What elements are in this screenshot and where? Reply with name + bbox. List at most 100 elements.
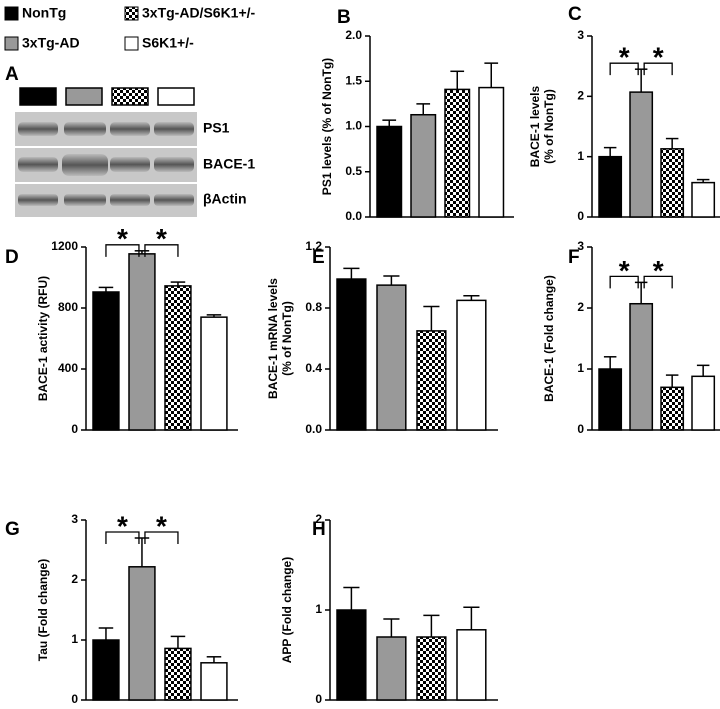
bar xyxy=(336,609,367,701)
panel-letter: D xyxy=(5,247,19,268)
bar xyxy=(92,639,120,701)
blot-label: βActin xyxy=(203,191,247,207)
y-axis-label: BACE-1 mRNA levels xyxy=(266,278,280,399)
bar xyxy=(456,629,487,701)
y-tick-label: 1 xyxy=(577,149,584,163)
bar xyxy=(128,253,156,431)
significance-star: * xyxy=(156,223,167,254)
blot-label: PS1 xyxy=(203,120,230,136)
significance-star: * xyxy=(619,255,630,286)
panel-letter: C xyxy=(568,4,582,25)
bar xyxy=(376,284,407,431)
bar xyxy=(200,662,228,701)
bar xyxy=(691,375,716,431)
y-axis-label: Tau (Fold change) xyxy=(36,559,50,661)
y-tick-label: 1 xyxy=(315,602,322,616)
y-tick-label: 1.2 xyxy=(305,239,322,253)
panel-letter: F xyxy=(568,247,580,268)
significance-star: * xyxy=(156,510,167,541)
panel-letter: E xyxy=(312,247,325,268)
bar xyxy=(416,330,447,431)
legend-swatch xyxy=(4,36,19,51)
panel-letter: H xyxy=(312,519,326,540)
legend-swatch xyxy=(124,36,139,51)
lane-key xyxy=(111,87,149,106)
y-tick-label: 3 xyxy=(577,28,584,42)
significance-star: * xyxy=(117,223,128,254)
bar xyxy=(456,299,487,431)
y-tick-label: 0 xyxy=(71,422,78,436)
y-tick-label: 0 xyxy=(315,692,322,706)
bar xyxy=(629,91,654,218)
bar xyxy=(598,368,623,431)
y-tick-label: 400 xyxy=(58,361,78,375)
y-axis-label: (% of NonTg) xyxy=(280,301,294,376)
bar xyxy=(92,291,120,431)
y-tick-label: 1.5 xyxy=(345,73,362,87)
legend-swatch xyxy=(4,6,19,21)
y-tick-label: 0.0 xyxy=(305,422,322,436)
significance-bracket xyxy=(609,62,639,76)
y-tick-label: 3 xyxy=(577,239,584,253)
significance-star: * xyxy=(653,42,664,73)
significance-bracket xyxy=(105,531,140,544)
panel-letter: A xyxy=(5,64,19,85)
y-tick-label: 0 xyxy=(577,209,584,223)
y-tick-label: 2.0 xyxy=(345,28,362,42)
legend-label: 3xTg-AD xyxy=(22,35,80,51)
panel-letter: B xyxy=(337,7,351,28)
significance-star: * xyxy=(117,510,128,541)
legend-swatch xyxy=(124,6,139,21)
blot-label: BACE-1 xyxy=(203,156,255,172)
significance-bracket xyxy=(643,275,673,289)
bar xyxy=(660,386,685,431)
bar xyxy=(629,302,654,431)
bar xyxy=(660,148,685,218)
y-axis-label: BACE-1 levels xyxy=(528,85,542,167)
legend-label: 3xTg-AD/S6K1+/- xyxy=(142,5,256,21)
significance-bracket xyxy=(144,244,179,257)
y-tick-label: 2 xyxy=(315,512,322,526)
y-tick-label: 0.5 xyxy=(345,164,362,178)
y-tick-label: 1 xyxy=(71,632,78,646)
y-axis-label: PS1 levels (% of NonTg) xyxy=(320,58,334,195)
legend-label: S6K1+/- xyxy=(142,35,194,51)
y-axis-label: APP (Fold change) xyxy=(280,557,294,663)
significance-bracket xyxy=(643,62,673,76)
y-tick-label: 800 xyxy=(58,300,78,314)
bar xyxy=(128,566,156,701)
lane-key xyxy=(157,87,195,106)
lane-key xyxy=(65,87,103,106)
significance-star: * xyxy=(653,255,664,286)
bar xyxy=(336,278,367,431)
y-tick-label: 0.0 xyxy=(345,209,362,223)
bar xyxy=(478,86,505,218)
y-tick-label: 0 xyxy=(71,692,78,706)
y-tick-label: 0 xyxy=(577,422,584,436)
y-tick-label: 2 xyxy=(577,300,584,314)
y-tick-label: 0.8 xyxy=(305,300,322,314)
significance-bracket xyxy=(609,275,639,289)
y-tick-label: 2 xyxy=(71,572,78,586)
y-axis-label: BACE-1 activity (RFU) xyxy=(36,276,50,401)
y-tick-label: 1200 xyxy=(51,239,78,253)
y-axis-label: (% of NonTg) xyxy=(542,89,556,164)
blot-image xyxy=(15,112,197,217)
significance-star: * xyxy=(619,42,630,73)
significance-bracket xyxy=(105,244,140,257)
bar xyxy=(416,636,447,701)
lane-key xyxy=(19,87,57,106)
y-tick-label: 0.4 xyxy=(305,361,322,375)
y-tick-label: 2 xyxy=(577,89,584,103)
bar xyxy=(200,316,228,431)
significance-bracket xyxy=(144,531,179,544)
bar xyxy=(164,647,192,701)
y-tick-label: 1.0 xyxy=(345,119,362,133)
legend-label: NonTg xyxy=(22,5,66,21)
bar xyxy=(598,155,623,218)
bar xyxy=(410,113,437,218)
y-tick-label: 1 xyxy=(577,361,584,375)
y-axis-label: BACE-1 (Fold change) xyxy=(542,275,556,402)
y-tick-label: 3 xyxy=(71,512,78,526)
